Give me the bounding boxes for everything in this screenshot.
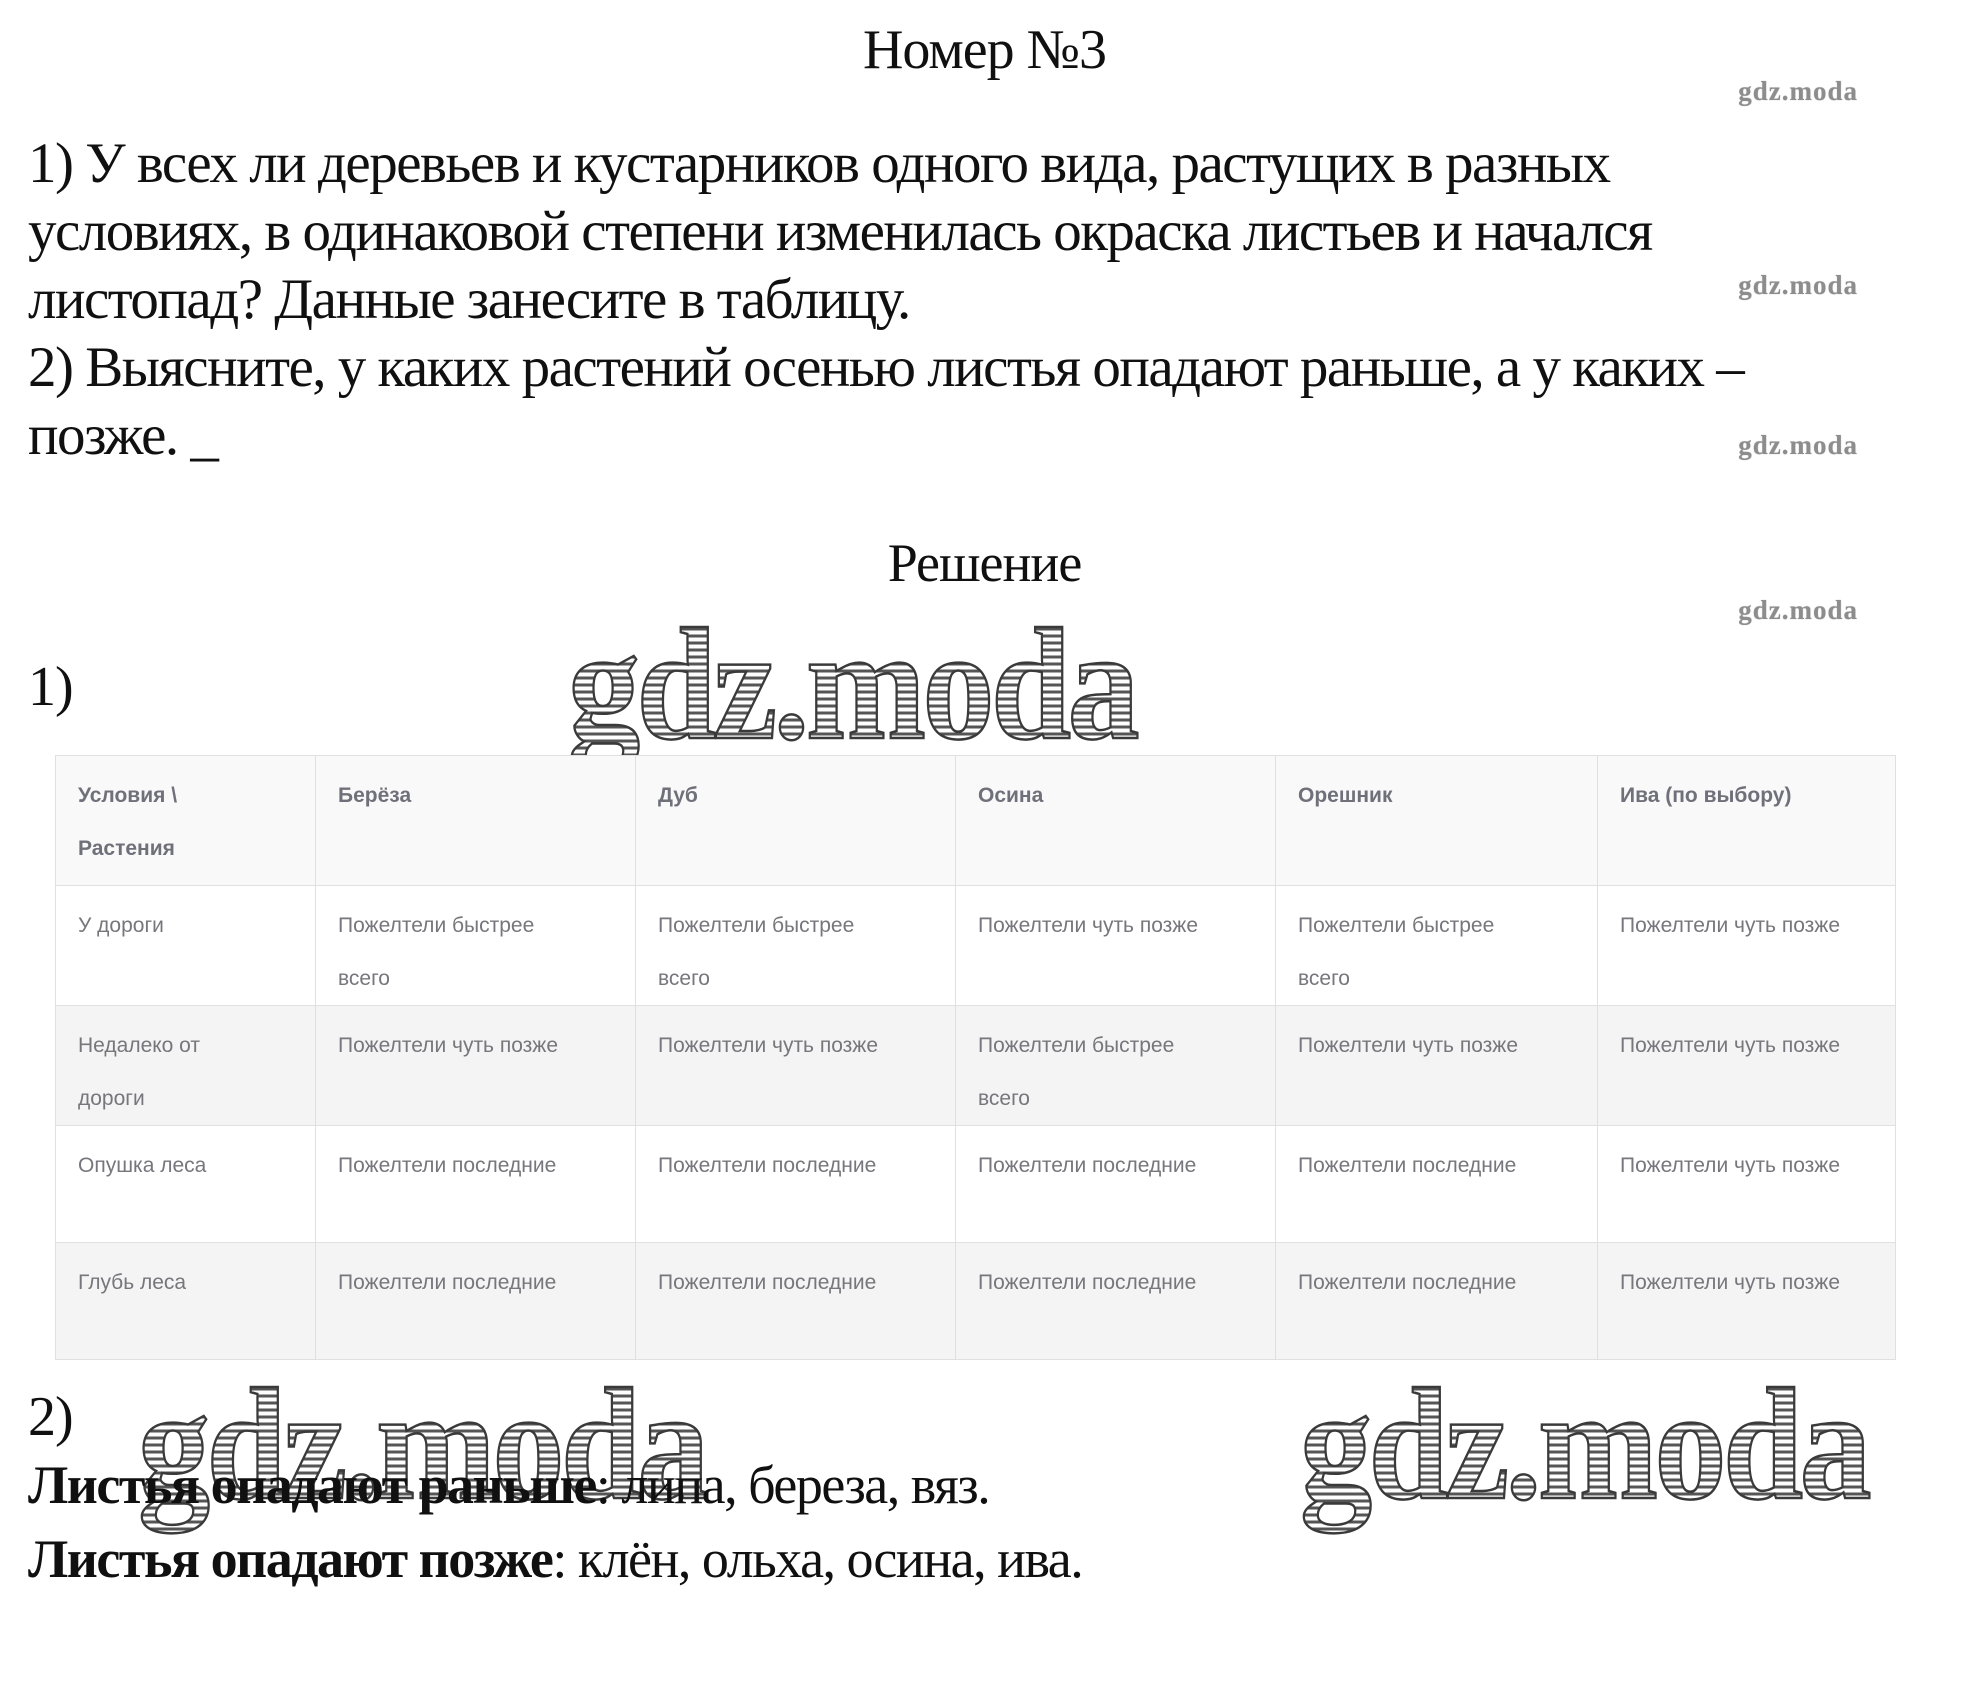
watermark-gdz-large: gdz.moda (567, 594, 1143, 776)
solution-part2-label: 2) (28, 1386, 74, 1448)
col-header-birch: Берёза (315, 755, 636, 886)
table-row-near-road: Недалеко от дороги Пожелтели чуть позже … (55, 1005, 1896, 1126)
table-cell: Пожелтели быстрее всего (955, 1005, 1276, 1126)
table-cell: Пожелтели чуть позже (635, 1005, 956, 1126)
watermark-gdz-large-text: gdz.moda (1300, 1355, 1870, 1534)
question-line: условиях, в одинаковой степени изменилас… (28, 200, 1653, 263)
table-row-forest-edge: Опушка леса Пожелтели последние Пожелтел… (55, 1125, 1896, 1243)
table-cell: Пожелтели последние (955, 1242, 1276, 1360)
watermark-gdz-small: gdz.moda (1738, 595, 1858, 625)
page-title: Номер №3 (862, 19, 1107, 81)
answer-later-label: Листья опадают позже (28, 1529, 554, 1589)
row-label: У дороги (55, 885, 316, 1006)
table-row-deep-forest: Глубь леса Пожелтели последние Пожелтели… (55, 1242, 1896, 1360)
answer-earlier-label: Листья опадают раньше (28, 1455, 597, 1515)
col-header-willow: Ива (по выбору) (1597, 755, 1896, 886)
table-cell: Пожелтели последние (635, 1242, 956, 1360)
table-cell: Пожелтели чуть позже (955, 885, 1276, 1006)
row-label: Недалеко от дороги (55, 1005, 316, 1126)
col-header-oak: Дуб (635, 755, 956, 886)
question-line: листопад? Данные занесите в таблицу. (28, 268, 911, 331)
table-cell: Пожелтели последние (1275, 1242, 1598, 1360)
table-cell: Пожелтели чуть позже (1597, 1242, 1896, 1360)
answer-leaves-fall-later: Листья опадают позже: клён, ольха, осина… (28, 1524, 1084, 1594)
watermark-gdz-small: gdz.moda (1738, 270, 1858, 300)
table-cell: Пожелтели последние (315, 1125, 636, 1243)
watermark-gdz-small: gdz.moda (1738, 76, 1858, 106)
table-cell: Пожелтели чуть позже (1597, 1125, 1896, 1243)
table-cell: Пожелтели последние (635, 1125, 956, 1243)
table-cell: Пожелтели чуть позже (1275, 1005, 1598, 1126)
table-cell: Пожелтели последние (1275, 1125, 1598, 1243)
question-line: 1) У всех ли деревьев и кустарников одно… (28, 132, 1611, 195)
table-cell: Пожелтели чуть позже (1597, 1005, 1896, 1126)
watermark-gdz-large: gdz.moda (137, 1354, 713, 1536)
table-header-row: Условия \ Растения Берёза Дуб Осина Ореш… (55, 755, 1896, 886)
col-header-conditions: Условия \ Растения (55, 755, 316, 886)
answer-leaves-fall-earlier: Листья опадают раньше: липа, береза, вяз… (28, 1450, 991, 1520)
question-line: позже. _ (28, 404, 219, 467)
table-row-by-road: У дороги Пожелтели быстрее всего Пожелте… (55, 885, 1896, 1006)
question-text: 1) У всех ли деревьев и кустарников одно… (28, 130, 1745, 470)
col-header-hazel: Орешник (1275, 755, 1598, 886)
col-header-aspen: Осина (955, 755, 1276, 886)
solution-part1-label: 1) (28, 656, 74, 718)
watermark-gdz-large: gdz.moda (1299, 1354, 1875, 1536)
watermark-gdz-large-text: gdz.moda (138, 1355, 708, 1534)
watermark-gdz-large-text: gdz.moda (568, 595, 1138, 774)
answer-later-value: : клён, ольха, осина, ива. (552, 1529, 1083, 1589)
table-cell: Пожелтели быстрее всего (635, 885, 956, 1006)
solution-heading: Решение (887, 533, 1083, 593)
watermark-gdz-small: gdz.moda (1738, 430, 1858, 460)
table-cell: Пожелтели чуть позже (1597, 885, 1896, 1006)
table-cell: Пожелтели чуть позже (315, 1005, 636, 1126)
table-cell: Пожелтели быстрее всего (315, 885, 636, 1006)
table-cell: Пожелтели последние (315, 1242, 636, 1360)
table-cell: Пожелтели быстрее всего (1275, 885, 1598, 1006)
answer-earlier-value: : липа, береза, вяз. (595, 1455, 991, 1515)
row-label: Опушка леса (55, 1125, 316, 1243)
results-table: Условия \ Растения Берёза Дуб Осина Ореш… (55, 755, 1896, 1360)
question-line: 2) Выясните, у каких растений осенью лис… (28, 336, 1745, 399)
row-label: Глубь леса (55, 1242, 316, 1360)
table-cell: Пожелтели последние (955, 1125, 1276, 1243)
